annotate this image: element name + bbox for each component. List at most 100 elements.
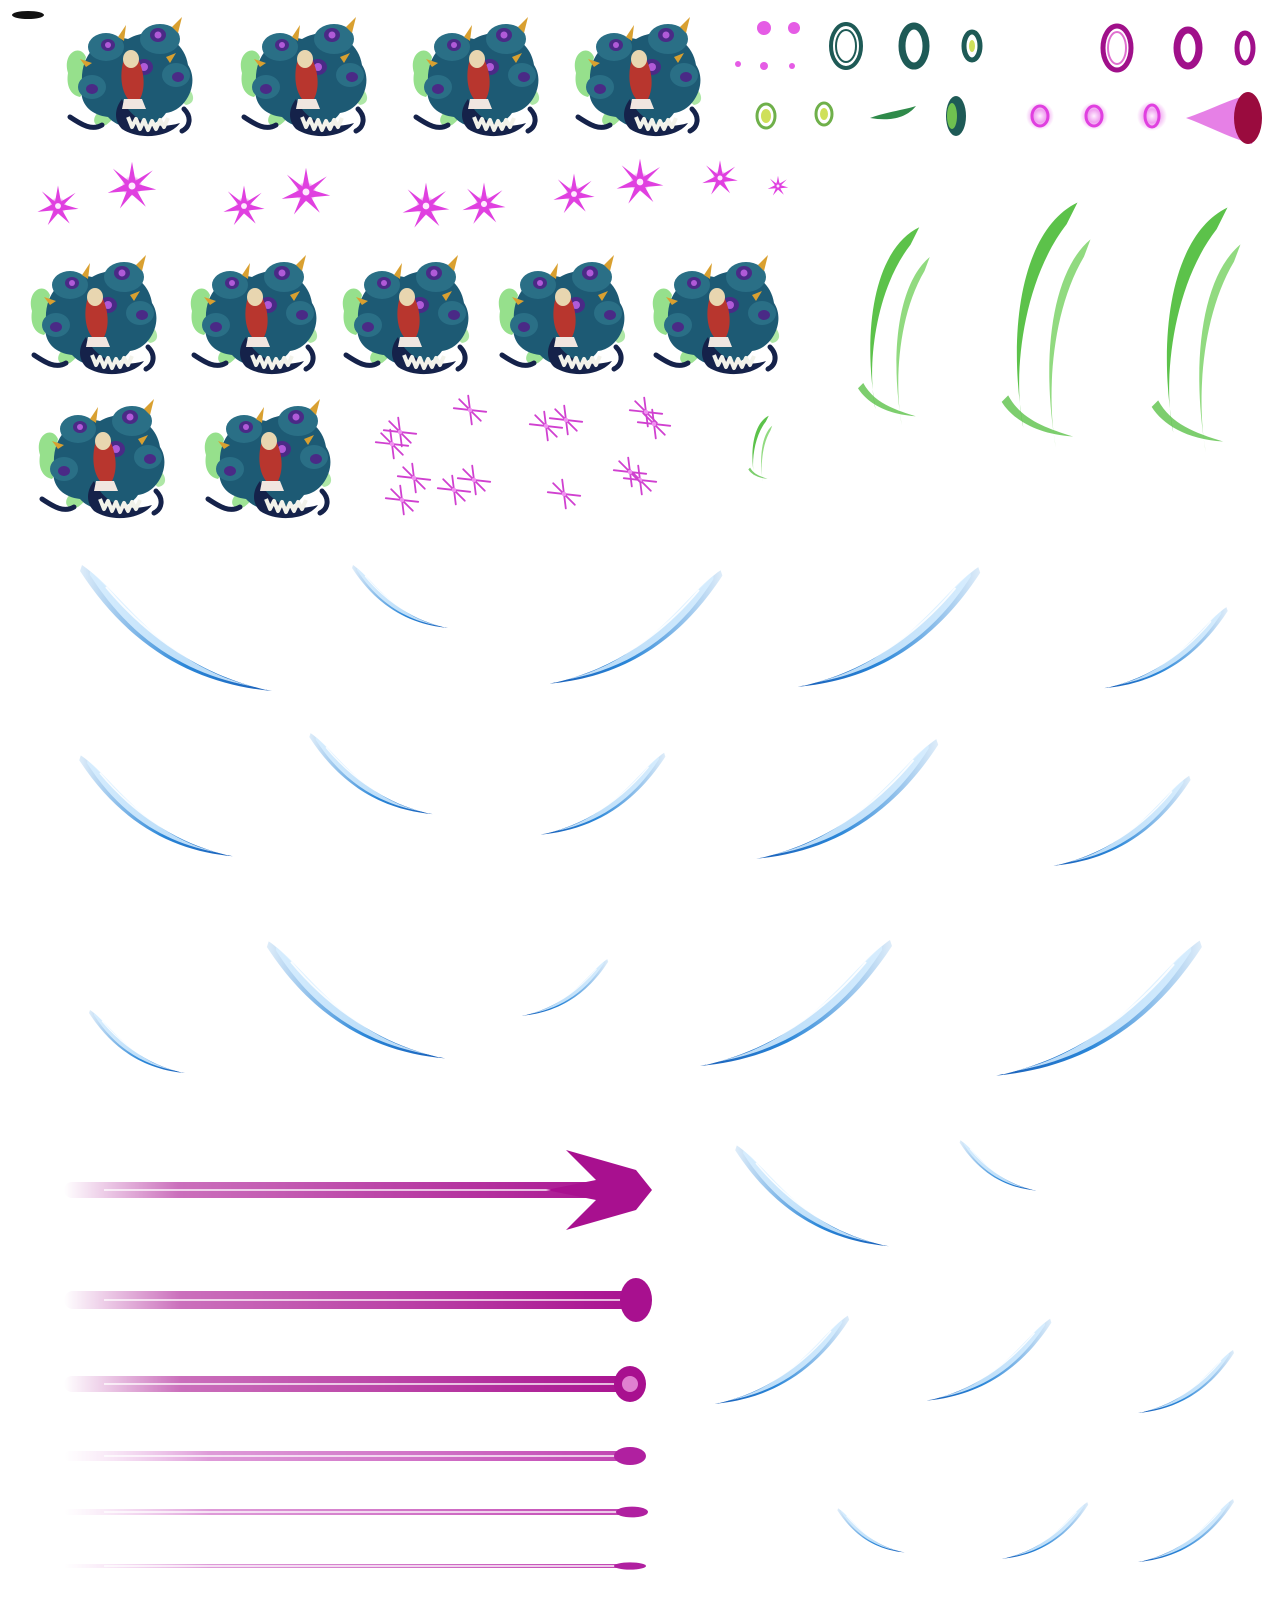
magenta-burst-spark (462, 182, 506, 224)
blue-slash-streak (836, 1507, 906, 1554)
magenta-burst-spark (107, 161, 157, 209)
blue-slash-streak (521, 958, 609, 1017)
monster-frames (31, 17, 779, 518)
sparkle-frames (374, 394, 672, 516)
blue-slash-streak (78, 563, 274, 693)
lime-core (761, 109, 771, 123)
magenta-sparkle (636, 408, 672, 440)
misc-frames (12, 11, 44, 19)
beam-core (104, 1511, 626, 1513)
hydra-monster-sprite (67, 17, 193, 136)
magenta-dot (760, 62, 768, 70)
energy-ring (1030, 104, 1050, 128)
magenta-sparkle (548, 404, 584, 436)
hydra-monster-sprite (499, 255, 625, 374)
magenta-dot (735, 61, 741, 67)
blue-slash-streak (88, 1009, 186, 1074)
green-streak (870, 106, 916, 120)
magenta-sparkle (612, 456, 648, 488)
beam-core (104, 1189, 616, 1191)
blue-slash-frames (78, 563, 1235, 1563)
magenta-sparkle (546, 478, 582, 510)
energy-ring (1173, 26, 1203, 70)
blue-slash-streak (265, 940, 447, 1060)
beam-head-core (622, 1376, 638, 1392)
energy-ring (835, 29, 857, 63)
magenta-burst-spark (702, 160, 738, 195)
green-wind-arc (858, 227, 930, 425)
beam-head (546, 1150, 652, 1230)
blue-slash-streak (308, 732, 434, 815)
magenta-burst-spark (281, 167, 331, 215)
energy-ring (1143, 103, 1161, 129)
magenta-burst-spark (553, 173, 595, 214)
magenta-sparkle (628, 396, 664, 428)
blue-slash-streak (994, 939, 1204, 1077)
beam-core (104, 1455, 624, 1457)
blue-slash-streak (539, 751, 667, 836)
hydra-monster-sprite (343, 255, 469, 374)
energy-ring (961, 29, 983, 63)
energy-ring (898, 22, 930, 70)
burst-frames (37, 158, 789, 228)
blue-slash-streak (925, 1317, 1053, 1402)
blue-slash-streak (796, 566, 982, 688)
green-wind-arc (1001, 202, 1091, 448)
ring-glow (1137, 101, 1167, 131)
blue-slash-streak (959, 1139, 1037, 1192)
hydra-monster-sprite (31, 255, 157, 374)
magenta-comet-head (1234, 92, 1262, 144)
marker-dot (12, 11, 44, 19)
lime-core (969, 40, 975, 52)
energy-ring (814, 101, 834, 127)
magenta-dot (757, 21, 771, 35)
beam-head (614, 1447, 646, 1465)
magenta-dot (788, 22, 800, 34)
hydra-monster-sprite (39, 399, 165, 518)
green-arc-frames (748, 202, 1241, 482)
blue-slash-streak (1103, 606, 1229, 690)
energy-ring (1107, 31, 1127, 65)
blue-slash-streak (734, 1144, 890, 1248)
magenta-sparkle (384, 484, 420, 516)
beam-head (614, 1562, 646, 1570)
blue-slash-streak (548, 569, 724, 685)
green-wind-arc (1151, 207, 1241, 453)
magenta-burst-spark (37, 185, 79, 226)
blue-slash-streak (78, 754, 234, 858)
blue-slash-streak (1137, 1498, 1235, 1563)
magenta-burst-spark (616, 158, 664, 204)
energy-ring (1084, 104, 1104, 128)
blue-slash-streak (713, 1314, 851, 1405)
magenta-burst-spark (223, 185, 265, 226)
teal-orb-core (947, 103, 957, 129)
hydra-monster-sprite (575, 17, 701, 136)
blue-slash-streak (1000, 1501, 1090, 1560)
hydra-monster-sprite (413, 17, 539, 136)
energy-ring (755, 102, 777, 130)
hydra-monster-sprite (205, 399, 331, 518)
green-wind-arc (748, 415, 773, 482)
magenta-burst-spark (402, 182, 450, 228)
energy-ring (1234, 30, 1256, 66)
blue-slash-streak (699, 939, 893, 1067)
hydra-monster-sprite (653, 255, 779, 374)
beam-head (616, 1506, 648, 1518)
beam-core (104, 1383, 624, 1385)
magenta-dot (789, 63, 795, 69)
beam-core (104, 1299, 626, 1301)
energy-ring (829, 22, 863, 70)
hydra-monster-sprite (191, 255, 317, 374)
magenta-sparkle (374, 428, 410, 460)
magenta-sparkle (396, 462, 432, 494)
blue-slash-streak (1137, 1349, 1235, 1414)
magenta-sparkle (452, 394, 488, 426)
energy-ring (1100, 23, 1134, 73)
beam-core (104, 1565, 624, 1567)
beam-frames (64, 1150, 652, 1570)
beam-head (620, 1278, 652, 1322)
hydra-monster-sprite (241, 17, 367, 136)
magenta-burst-spark (767, 175, 789, 196)
